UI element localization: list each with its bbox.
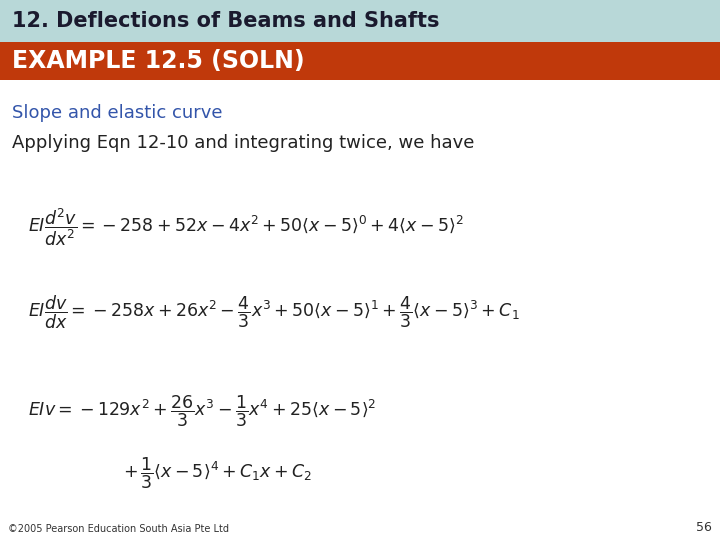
Text: 12. Deflections of Beams and Shafts: 12. Deflections of Beams and Shafts <box>12 11 439 31</box>
FancyBboxPatch shape <box>0 42 720 80</box>
Text: Applying Eqn 12-10 and integrating twice, we have: Applying Eqn 12-10 and integrating twice… <box>12 134 474 152</box>
Text: $+\, \dfrac{1}{3}\langle x-5\rangle^4 + C_1 x + C_2$: $+\, \dfrac{1}{3}\langle x-5\rangle^4 + … <box>123 456 312 491</box>
FancyBboxPatch shape <box>0 0 720 42</box>
Text: $EI \dfrac{dv}{dx} = -258x + 26x^2 - \dfrac{4}{3}x^3 + 50\langle x-5\rangle^1 + : $EI \dfrac{dv}{dx} = -258x + 26x^2 - \df… <box>28 294 520 332</box>
Text: 56: 56 <box>696 521 712 534</box>
Text: EXAMPLE 12.5 (SOLN): EXAMPLE 12.5 (SOLN) <box>12 49 305 73</box>
Text: $EIv = -129x^2 + \dfrac{26}{3}x^3 - \dfrac{1}{3}x^4 + 25\langle x-5\rangle^2$: $EIv = -129x^2 + \dfrac{26}{3}x^3 - \dfr… <box>28 394 377 429</box>
Text: $EI \dfrac{d^2v}{dx^2} = -258 + 52x - 4x^2 + 50\langle x-5\rangle^0 + 4\langle x: $EI \dfrac{d^2v}{dx^2} = -258 + 52x - 4x… <box>28 206 464 248</box>
Text: Slope and elastic curve: Slope and elastic curve <box>12 104 222 122</box>
Text: ©2005 Pearson Education South Asia Pte Ltd: ©2005 Pearson Education South Asia Pte L… <box>8 524 229 534</box>
